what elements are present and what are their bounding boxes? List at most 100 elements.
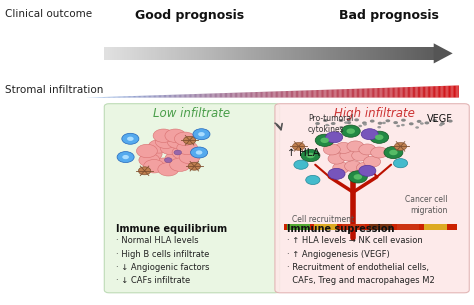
- Polygon shape: [375, 88, 377, 98]
- Bar: [427, 47, 428, 60]
- Bar: [288, 47, 289, 60]
- Polygon shape: [242, 92, 244, 98]
- Polygon shape: [392, 88, 393, 98]
- Polygon shape: [454, 85, 455, 98]
- Bar: [116, 47, 118, 60]
- Circle shape: [167, 135, 188, 149]
- Polygon shape: [184, 94, 185, 98]
- Polygon shape: [125, 96, 127, 98]
- Circle shape: [198, 132, 205, 136]
- Polygon shape: [226, 93, 227, 98]
- Polygon shape: [221, 93, 222, 98]
- Circle shape: [417, 120, 421, 123]
- Bar: [274, 47, 275, 60]
- Bar: [401, 47, 402, 60]
- Polygon shape: [121, 96, 123, 98]
- Bar: [212, 47, 213, 60]
- Bar: [413, 47, 414, 60]
- Bar: [342, 224, 365, 230]
- Polygon shape: [434, 86, 435, 98]
- Bar: [428, 47, 429, 60]
- Polygon shape: [373, 88, 374, 98]
- Bar: [388, 47, 389, 60]
- Circle shape: [354, 118, 359, 121]
- Bar: [160, 47, 161, 60]
- Polygon shape: [119, 96, 120, 98]
- Polygon shape: [440, 86, 441, 98]
- Polygon shape: [191, 94, 192, 98]
- Bar: [115, 47, 116, 60]
- Bar: [239, 47, 240, 60]
- Polygon shape: [339, 89, 340, 98]
- Polygon shape: [337, 89, 338, 98]
- Polygon shape: [388, 88, 389, 98]
- Bar: [167, 47, 168, 60]
- Bar: [377, 47, 378, 60]
- Polygon shape: [415, 87, 417, 98]
- Bar: [306, 47, 308, 60]
- Bar: [308, 47, 309, 60]
- Bar: [424, 224, 447, 230]
- Bar: [122, 47, 123, 60]
- Bar: [213, 47, 214, 60]
- Bar: [219, 47, 221, 60]
- Polygon shape: [381, 88, 382, 98]
- Polygon shape: [261, 92, 262, 98]
- Polygon shape: [437, 86, 438, 98]
- Polygon shape: [385, 88, 387, 98]
- Circle shape: [385, 119, 390, 122]
- Polygon shape: [288, 91, 290, 98]
- Polygon shape: [281, 91, 282, 98]
- Polygon shape: [438, 86, 439, 98]
- Polygon shape: [383, 88, 384, 98]
- Circle shape: [306, 175, 320, 185]
- Bar: [291, 47, 292, 60]
- Bar: [424, 47, 425, 60]
- Text: Cancer cell
migration: Cancer cell migration: [405, 195, 448, 215]
- Bar: [197, 47, 198, 60]
- Polygon shape: [408, 87, 409, 98]
- Bar: [137, 47, 138, 60]
- Circle shape: [389, 150, 398, 155]
- Circle shape: [333, 162, 350, 173]
- Bar: [226, 47, 227, 60]
- Bar: [150, 47, 152, 60]
- Polygon shape: [202, 94, 204, 98]
- Bar: [360, 47, 361, 60]
- Polygon shape: [167, 95, 169, 98]
- Bar: [369, 47, 370, 60]
- Polygon shape: [393, 88, 394, 98]
- Circle shape: [359, 144, 376, 155]
- Bar: [325, 47, 326, 60]
- Text: Cell recruitment: Cell recruitment: [292, 215, 354, 224]
- Polygon shape: [358, 89, 359, 98]
- Polygon shape: [257, 92, 258, 98]
- Bar: [294, 47, 295, 60]
- Polygon shape: [365, 88, 367, 98]
- Polygon shape: [244, 92, 245, 98]
- Polygon shape: [379, 88, 381, 98]
- Circle shape: [394, 142, 407, 150]
- Circle shape: [346, 128, 355, 134]
- Circle shape: [348, 171, 367, 183]
- Polygon shape: [105, 97, 107, 98]
- Bar: [168, 47, 169, 60]
- Bar: [119, 47, 121, 60]
- Bar: [429, 47, 430, 60]
- Bar: [190, 47, 191, 60]
- Bar: [118, 47, 119, 60]
- Bar: [367, 47, 368, 60]
- Polygon shape: [150, 95, 151, 98]
- Bar: [414, 47, 415, 60]
- Polygon shape: [189, 94, 190, 98]
- Circle shape: [183, 136, 196, 144]
- Bar: [123, 47, 124, 60]
- Polygon shape: [316, 90, 317, 98]
- Bar: [138, 47, 139, 60]
- Polygon shape: [424, 87, 425, 98]
- Polygon shape: [127, 96, 128, 98]
- Bar: [110, 47, 111, 60]
- Bar: [397, 224, 419, 230]
- Bar: [334, 47, 335, 60]
- Circle shape: [294, 160, 308, 169]
